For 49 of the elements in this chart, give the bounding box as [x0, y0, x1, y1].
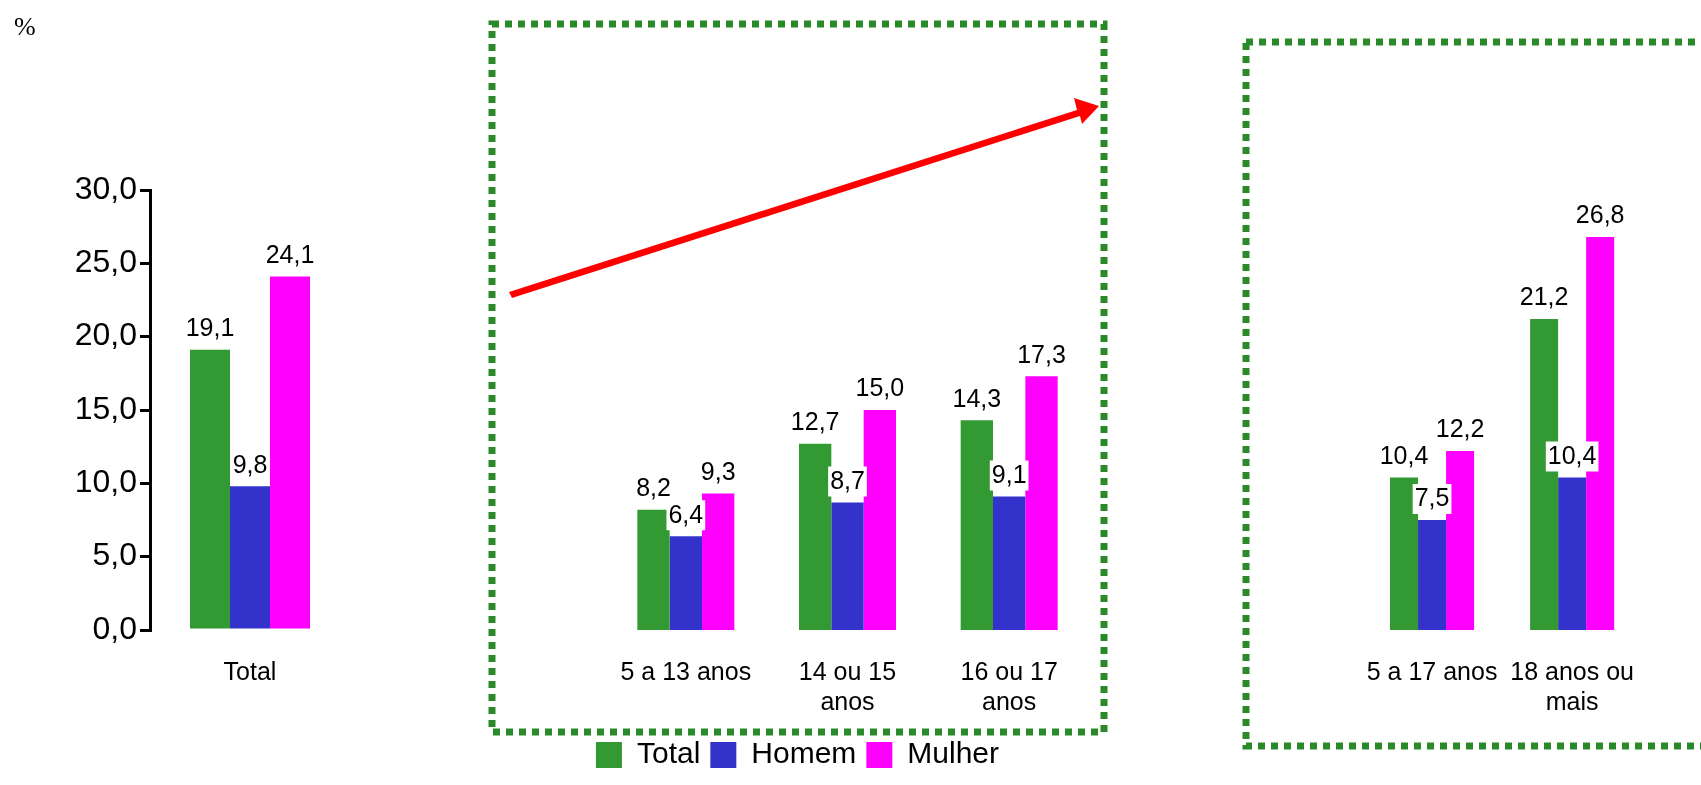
- y-tick-label: 25,0: [74, 243, 137, 280]
- bar: [637, 509, 670, 630]
- bar: [863, 410, 896, 630]
- data-label: 15,0: [855, 373, 905, 402]
- bar: [669, 536, 702, 630]
- data-label: 21,2: [1519, 282, 1569, 311]
- bar: [993, 496, 1026, 630]
- x-tick-label: 14 ou 15 anos: [798, 656, 897, 715]
- data-label: 9,3: [700, 456, 736, 485]
- bar: [270, 276, 310, 629]
- y-tick-label: 5,0: [92, 536, 137, 573]
- y-axis-title: %: [14, 12, 36, 42]
- x-tick-label: 5 a 17 anos: [1366, 656, 1498, 685]
- data-label: 10,4: [1547, 440, 1597, 469]
- data-label: 19,1: [185, 313, 235, 342]
- x-tick-label: Total: [223, 656, 277, 685]
- data-label: 9,1: [991, 459, 1027, 488]
- bar: [1025, 376, 1058, 630]
- data-label: 12,2: [1435, 414, 1485, 443]
- data-label: 10,4: [1379, 440, 1429, 469]
- data-label: 8,7: [830, 465, 865, 494]
- y-tick-label: 30,0: [74, 169, 137, 206]
- data-label: 8,2: [636, 473, 671, 502]
- y-tick-label: 0,0: [92, 609, 137, 646]
- x-tick-label: 16 ou 17 anos: [960, 656, 1058, 715]
- bar: [1418, 520, 1447, 630]
- bar: [960, 420, 993, 630]
- bar: [190, 349, 230, 629]
- data-label: 7,5: [1414, 483, 1450, 512]
- legend-label: Homem: [751, 736, 857, 770]
- data-label: 6,4: [668, 499, 704, 528]
- bar: [831, 502, 864, 630]
- data-label: 17,3: [1017, 339, 1066, 368]
- bar: [230, 486, 270, 629]
- bar: [702, 493, 735, 630]
- legend-label: Mulher: [907, 736, 1000, 770]
- x-tick-label: 5 a 13 anos: [620, 656, 752, 685]
- bar: [799, 443, 832, 630]
- data-label: 26,8: [1575, 200, 1625, 229]
- x-tick-label: 18 anos ou mais: [1510, 656, 1634, 715]
- data-label: 14,3: [952, 383, 1002, 412]
- data-label: 9,8: [232, 449, 268, 478]
- legend-label: Total: [636, 736, 701, 770]
- data-label: 12,7: [790, 407, 840, 436]
- bar: [1558, 477, 1587, 630]
- data-label: 24,1: [265, 239, 315, 268]
- y-tick-label: 20,0: [74, 316, 137, 353]
- y-tick-label: 15,0: [74, 389, 137, 426]
- y-tick-label: 10,0: [74, 463, 137, 500]
